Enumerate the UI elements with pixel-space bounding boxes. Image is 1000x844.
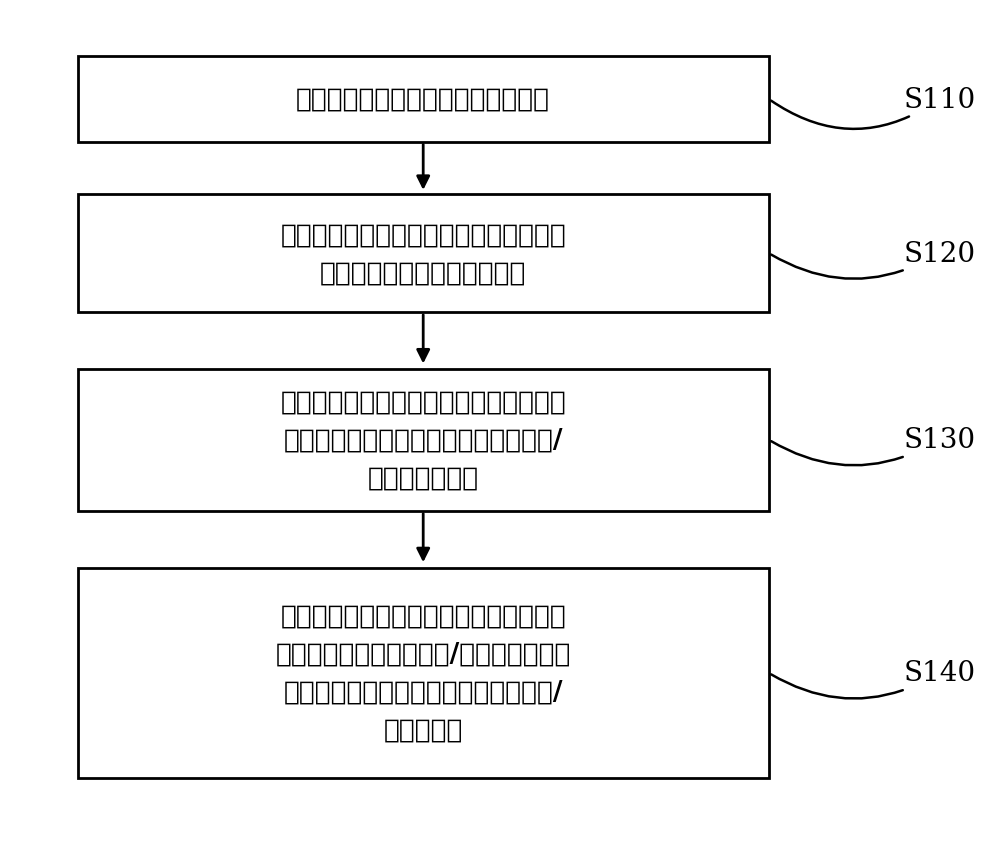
Bar [78, 195, 769, 312]
Text: S110: S110 [771, 86, 975, 130]
Text: S130: S130 [771, 427, 975, 466]
Text: 根据所述目标点位置信息，在预设的软骨
厚度数据库中查找对应的软骨厚度值和/
或端点位置信息: 根据所述目标点位置信息，在预设的软骨 厚度数据库中查找对应的软骨厚度值和/ 或端… [280, 389, 566, 491]
Text: 获取软骨图像区域中目标点选择指令: 获取软骨图像区域中目标点选择指令 [296, 87, 550, 113]
Text: 在所述软骨图像区域中，根据所述目标点
位置信息、软骨厚度值和/或端点位置信息
，显示所述目标点位置、软骨厚度值和/
或端点位置: 在所述软骨图像区域中，根据所述目标点 位置信息、软骨厚度值和/或端点位置信息 ，… [276, 603, 571, 743]
Bar [78, 57, 769, 143]
Text: 根据所述目标点选择指令，获取所述软骨
图像区域中的目标点位置信息: 根据所述目标点选择指令，获取所述软骨 图像区域中的目标点位置信息 [280, 222, 566, 286]
Text: S140: S140 [771, 660, 975, 699]
Bar [78, 568, 769, 778]
Bar [78, 370, 769, 511]
Text: S120: S120 [771, 241, 975, 279]
